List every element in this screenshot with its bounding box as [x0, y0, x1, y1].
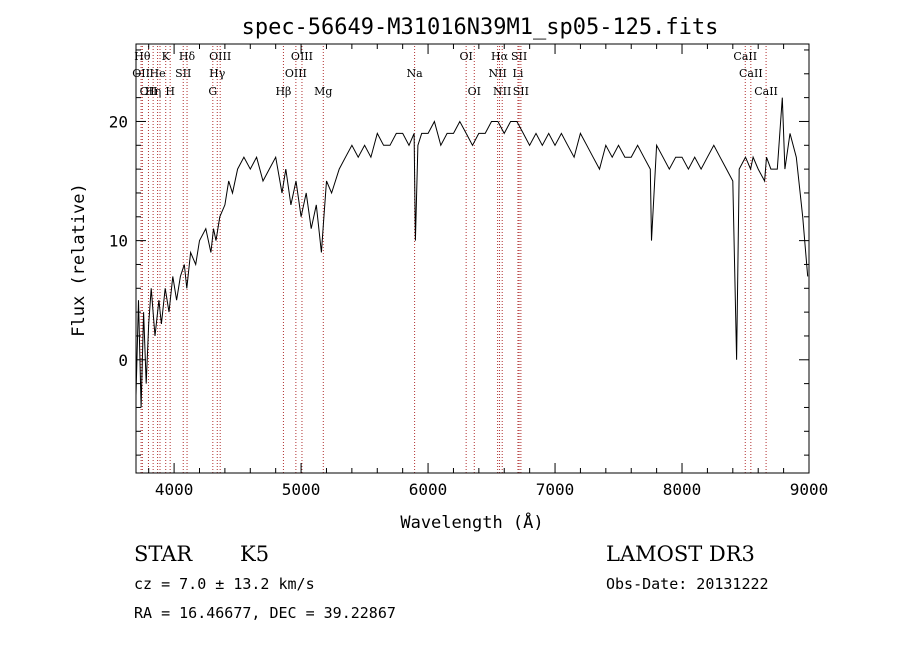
x-tick-label: 9000	[790, 480, 829, 499]
spectral-line-label: OIII	[291, 50, 313, 63]
spectral-line-label: Li	[513, 67, 524, 80]
x-axis-label: Wavelength (Å)	[400, 511, 543, 533]
object-class: STAR	[134, 542, 193, 566]
object-subclass: K5	[240, 542, 269, 566]
spectral-line-labels: OIIHθOIIHηHeKHSIIHδGHγOIIIHβOIIIOIIIMgNa…	[132, 50, 778, 98]
x-tick-label: 6000	[409, 480, 448, 499]
spectral-line-markers	[140, 46, 767, 473]
spectral-line-label: Hβ	[275, 85, 291, 98]
spectral-line-label: OI	[468, 85, 481, 98]
spectral-line-label: NII	[493, 85, 511, 98]
spectral-line-label: CaII	[754, 85, 778, 98]
spectral-line-label: SII	[513, 85, 529, 98]
x-tick-label: 8000	[663, 480, 702, 499]
y-tick-label: 10	[109, 232, 128, 251]
x-tick-label: 7000	[536, 480, 575, 499]
x-tick-label: 5000	[282, 480, 321, 499]
spectral-line-label: Hδ	[179, 50, 196, 63]
obs-date: Obs-Date: 20131222	[606, 575, 769, 593]
spectral-line-label: CaII	[739, 67, 763, 80]
chart-title: spec-56649-M31016N39M1_sp05-125.fits	[242, 15, 719, 40]
spectral-line-label: K	[162, 50, 171, 63]
spectral-line-label: He	[150, 67, 166, 80]
spectral-line-label: Hγ	[209, 67, 226, 80]
spectral-line-label: OII	[140, 85, 158, 98]
plot-frame	[135, 43, 810, 474]
y-axis-label: Flux (relative)	[69, 183, 89, 337]
spectrum-line	[135, 97, 809, 408]
x-tick-label: 4000	[155, 480, 194, 499]
axis-ticks: 4000 5000 6000 7000 8000 9000 0 10 20	[109, 44, 829, 499]
spectral-line-label: Hα	[491, 50, 509, 63]
redshift-readout: cz = 7.0 ± 13.2 km/s	[134, 575, 315, 593]
spectral-line-label: Mg	[314, 85, 332, 98]
spectral-line-label: OIII	[209, 50, 231, 63]
y-tick-label: 0	[118, 351, 128, 370]
spectral-line-label: Hθ	[134, 50, 151, 63]
spectral-line-label: SII	[511, 50, 527, 63]
spectral-line-label: G	[208, 85, 217, 98]
spectral-line-label: NII	[488, 67, 506, 80]
y-tick-label: 20	[109, 112, 128, 131]
spectral-line-label: OII	[132, 67, 150, 80]
spectral-line-label: SII	[175, 67, 191, 80]
spectral-line-label: Na	[407, 67, 424, 80]
spectral-line-label: H	[165, 85, 175, 98]
spectral-line-label: Hη	[145, 85, 161, 98]
spectral-line-label: CaII	[733, 50, 757, 63]
coordinates: RA = 16.46677, DEC = 39.22867	[134, 604, 396, 622]
survey-name: LAMOST DR3	[606, 542, 755, 566]
spectral-line-label: OI	[459, 50, 472, 63]
spectral-line-label: OIII	[285, 67, 307, 80]
